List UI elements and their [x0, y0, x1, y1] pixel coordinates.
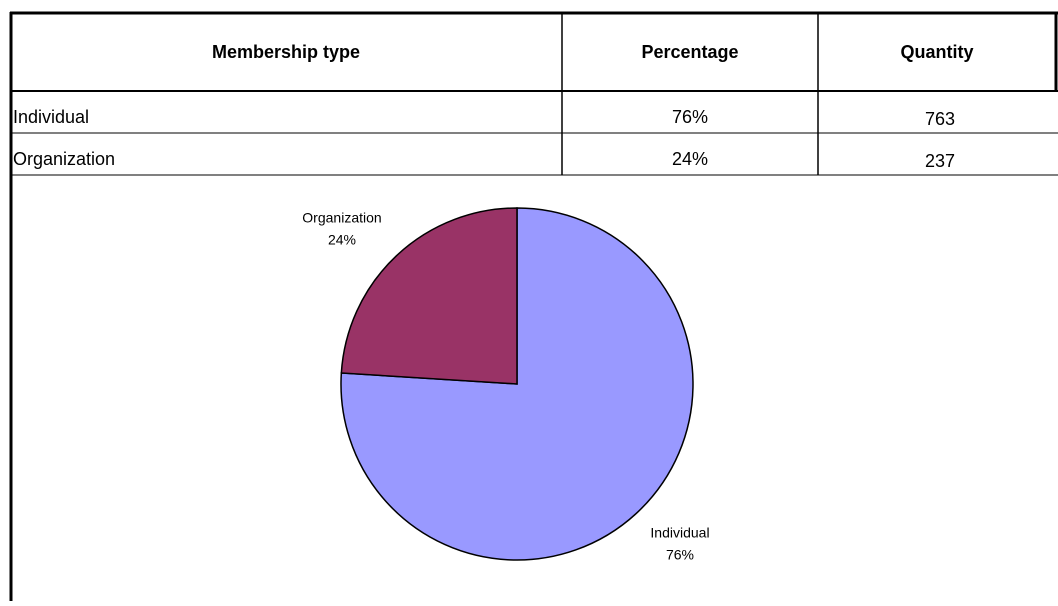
table-cell: Organization	[13, 149, 115, 169]
slice-value-label: 76%	[666, 547, 694, 563]
table-cell: Individual	[13, 107, 89, 127]
table-cell: 76%	[672, 107, 708, 127]
header-cell: Percentage	[641, 42, 738, 62]
header-cell: Membership type	[212, 42, 360, 62]
table-cell: 237	[925, 151, 955, 171]
slice-value-label: 24%	[328, 232, 356, 248]
slice-label: Individual	[650, 525, 709, 541]
table-cell: 763	[925, 109, 955, 129]
slice-label: Organization	[302, 210, 381, 226]
table-cell: 24%	[672, 149, 708, 169]
header-cell: Quantity	[900, 42, 973, 62]
pie-slice	[340, 207, 518, 385]
pie-slice	[340, 207, 694, 561]
